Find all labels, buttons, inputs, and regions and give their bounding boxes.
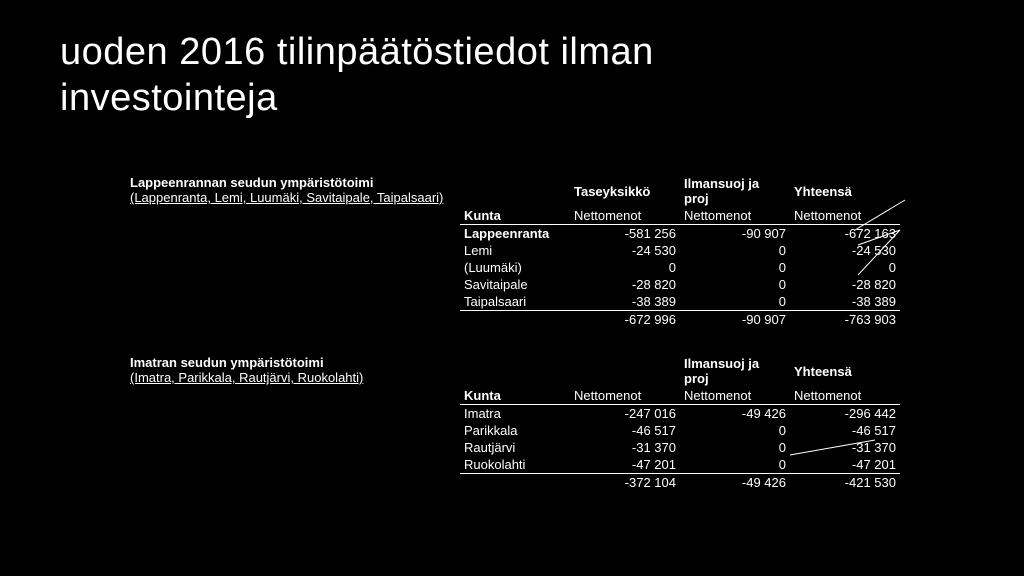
section2-sub: (Imatra, Parikkala, Rautjärvi, Ruokolaht…: [130, 370, 460, 385]
cell-c2: -49 426: [680, 405, 790, 423]
cell-c1: -581 256: [570, 225, 680, 243]
title-line1: uoden 2016 tilinpäätöstiedot ilman: [60, 31, 654, 73]
title-line2: investointeja: [60, 77, 278, 119]
cell-c2: 0: [680, 456, 790, 474]
cell-c1: -24 530: [570, 242, 680, 259]
s1-total-c2: -90 907: [680, 311, 790, 329]
table-imatra: Ilmansuoj ja proj Yhteensä Kunta Nettome…: [460, 355, 900, 491]
s2-total-c2: -49 426: [680, 474, 790, 492]
table-row: Lappeenranta-581 256-90 907-672 163: [460, 225, 900, 243]
table-lappeenranta: Taseyksikkö Ilmansuoj ja proj Yhteensä K…: [460, 175, 900, 328]
section1-sub: (Lappenranta, Lemi, Luumäki, Savitaipale…: [130, 190, 460, 205]
cell-c3: -47 201: [790, 456, 900, 474]
cell-c3: -31 370: [790, 439, 900, 456]
table-row: Savitaipale-28 8200-28 820: [460, 276, 900, 293]
cell-c2: 0: [680, 276, 790, 293]
cell-c1: -46 517: [570, 422, 680, 439]
cell-kunta: Ruokolahti: [460, 456, 570, 474]
col1-top: [570, 355, 680, 387]
cell-c1: -31 370: [570, 439, 680, 456]
cell-kunta: Parikkala: [460, 422, 570, 439]
cell-c2: 0: [680, 259, 790, 276]
cell-c1: 0: [570, 259, 680, 276]
col-kunta: Kunta: [460, 387, 570, 405]
col2-sub: Nettomenot: [680, 387, 790, 405]
table-row: Ruokolahti-47 2010-47 201: [460, 456, 900, 474]
cell-c2: -90 907: [680, 225, 790, 243]
cell-c3: -28 820: [790, 276, 900, 293]
table-row: Taipalsaari-38 3890-38 389: [460, 293, 900, 311]
cell-c3: -296 442: [790, 405, 900, 423]
cell-kunta: Lappeenranta: [460, 225, 570, 243]
cell-kunta: Imatra: [460, 405, 570, 423]
cell-c1: -28 820: [570, 276, 680, 293]
cell-c3: -46 517: [790, 422, 900, 439]
col1-sub: Nettomenot: [570, 387, 680, 405]
cell-c1: -38 389: [570, 293, 680, 311]
section-lappeenranta: Lappeenrannan seudun ympäristötoimi (Lap…: [130, 175, 900, 328]
section2-heading: Imatran seudun ympäristötoimi: [130, 355, 460, 370]
section1-heading: Lappeenrannan seudun ympäristötoimi: [130, 175, 460, 190]
col1-top: Taseyksikkö: [570, 175, 680, 207]
cell-c1: -47 201: [570, 456, 680, 474]
cell-c3: -38 389: [790, 293, 900, 311]
col2-top: Ilmansuoj ja proj: [680, 175, 790, 207]
cell-c2: 0: [680, 242, 790, 259]
cell-c3: 0: [790, 259, 900, 276]
cell-c2: 0: [680, 293, 790, 311]
col2-sub: Nettomenot: [680, 207, 790, 225]
cell-c3: -24 530: [790, 242, 900, 259]
cell-c1: -247 016: [570, 405, 680, 423]
s2-total-c3: -421 530: [790, 474, 900, 492]
col-kunta: Kunta: [460, 207, 570, 225]
table-row: Parikkala-46 5170-46 517: [460, 422, 900, 439]
col1-sub: Nettomenot: [570, 207, 680, 225]
cell-kunta: (Luumäki): [460, 259, 570, 276]
col3-top: Yhteensä: [790, 175, 900, 207]
slide-title: uoden 2016 tilinpäätöstiedot ilman inves…: [0, 0, 1024, 121]
col3-sub: Nettomenot: [790, 387, 900, 405]
col2-top: Ilmansuoj ja proj: [680, 355, 790, 387]
table-row: Rautjärvi-31 3700-31 370: [460, 439, 900, 456]
cell-kunta: Rautjärvi: [460, 439, 570, 456]
table-row: Lemi-24 5300-24 530: [460, 242, 900, 259]
s1-total-c1: -672 996: [570, 311, 680, 329]
cell-c2: 0: [680, 439, 790, 456]
cell-c3: -672 163: [790, 225, 900, 243]
cell-kunta: Lemi: [460, 242, 570, 259]
table-row: (Luumäki)000: [460, 259, 900, 276]
cell-kunta: Taipalsaari: [460, 293, 570, 311]
s2-total-c1: -372 104: [570, 474, 680, 492]
cell-kunta: Savitaipale: [460, 276, 570, 293]
col3-sub: Nettomenot: [790, 207, 900, 225]
section-imatra: Imatran seudun ympäristötoimi (Imatra, P…: [130, 355, 900, 491]
col3-top: Yhteensä: [790, 355, 900, 387]
cell-c2: 0: [680, 422, 790, 439]
table-row: Imatra-247 016-49 426-296 442: [460, 405, 900, 423]
s1-total-c3: -763 903: [790, 311, 900, 329]
